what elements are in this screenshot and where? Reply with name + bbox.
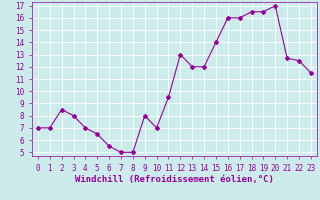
X-axis label: Windchill (Refroidissement éolien,°C): Windchill (Refroidissement éolien,°C) [75, 175, 274, 184]
